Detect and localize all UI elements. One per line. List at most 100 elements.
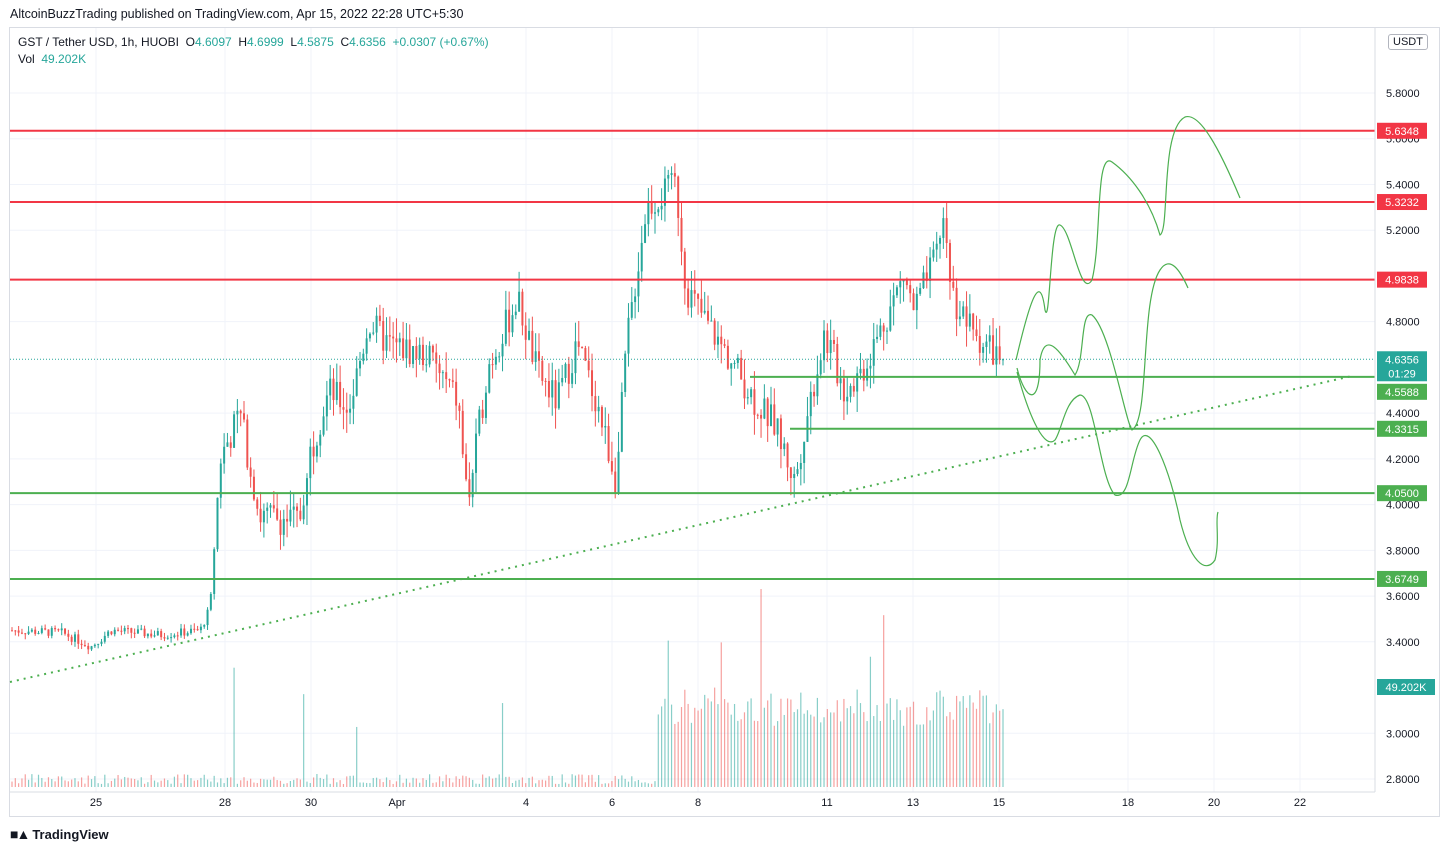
volume-bar [803, 713, 805, 787]
volume-bar [505, 776, 507, 787]
candle-body [156, 631, 159, 636]
candle-body [163, 637, 166, 639]
candle-body [279, 519, 282, 535]
volume-bar [972, 702, 974, 787]
candle-body [577, 341, 580, 347]
chart-frame[interactable] [9, 27, 1440, 817]
candle-body [355, 368, 358, 396]
candle-body [209, 594, 212, 610]
candle-body [431, 345, 434, 353]
candle-body [846, 396, 849, 402]
volume-bar [568, 783, 570, 787]
volume-bar [448, 778, 451, 787]
volume-bar [548, 775, 550, 787]
volume-bar [160, 780, 162, 787]
volume-bar [899, 710, 901, 787]
candle-body [17, 630, 20, 633]
volume-bar [720, 642, 722, 787]
volume-bar [193, 780, 195, 787]
candle-body [912, 293, 915, 311]
candle-body [438, 363, 441, 374]
volume-bar [770, 693, 772, 787]
freehand-projection-path [1016, 371, 1219, 567]
brand-footer[interactable]: ■▲ TradingView [10, 826, 109, 842]
x-tick-label: 28 [219, 797, 231, 809]
candle-body [309, 446, 312, 479]
level-badge [1377, 194, 1427, 211]
volume-bar [303, 694, 305, 787]
candle-body [862, 368, 865, 381]
candle-body [103, 635, 106, 642]
candle-body [733, 362, 736, 364]
volume-bar [843, 698, 845, 787]
candle-body [899, 281, 902, 288]
last-price-label: 4.6356 [1385, 354, 1419, 366]
volume-bar [853, 713, 855, 787]
candle-body [826, 330, 829, 354]
candle-body [736, 357, 739, 363]
candle-body [610, 461, 613, 472]
candle-body [256, 499, 259, 509]
candle-body [315, 445, 318, 457]
low-label: L [290, 35, 298, 49]
last-price-badge [1377, 351, 1427, 382]
candle-body [70, 636, 73, 642]
volume-bar [226, 777, 229, 787]
candle-body [481, 409, 484, 418]
candle-body [617, 451, 620, 493]
freehand-projection-path [1016, 263, 1189, 431]
candle-body [233, 414, 236, 448]
volume-bar [253, 782, 255, 787]
candle-body [809, 391, 812, 417]
currency-button[interactable]: USDT [1388, 34, 1428, 50]
volume-bar [621, 775, 623, 787]
volume-bar [902, 725, 905, 787]
candle-body [895, 287, 898, 296]
candle-body [335, 381, 338, 401]
volume-bar [614, 775, 616, 787]
candle-body [796, 469, 799, 474]
volume-bar [124, 776, 126, 787]
candle-body [259, 508, 262, 523]
candle-body [710, 320, 713, 322]
candle-body [852, 385, 855, 392]
volume-bar [273, 776, 275, 787]
x-tick-label: 13 [907, 797, 919, 809]
volume-bar [965, 707, 968, 787]
x-tick-label: 20 [1208, 797, 1220, 809]
candle-body [557, 382, 560, 409]
candle-body [607, 426, 610, 462]
volume-bar [110, 780, 113, 787]
candle-body [325, 395, 328, 417]
volume-bar [283, 783, 285, 787]
volume-bar [594, 781, 596, 787]
y-tick-label: 4.8000 [1386, 317, 1420, 329]
candle-body [64, 628, 67, 634]
volume-bar [714, 687, 716, 787]
volume-bar [863, 712, 865, 787]
volume-bar [130, 778, 132, 787]
volume-bar [670, 704, 673, 787]
candle-body [133, 632, 136, 634]
candle-body [743, 379, 746, 399]
candle-body [143, 628, 146, 637]
volume-bar [392, 783, 394, 787]
candle-body [30, 629, 33, 632]
candle-body [428, 345, 431, 365]
volume-bar [293, 779, 295, 787]
candle-body [276, 508, 279, 520]
volume-bar [21, 778, 23, 787]
volume-bar [372, 777, 374, 787]
volume-bar [276, 780, 278, 787]
candle-body [243, 413, 246, 420]
volume-bar [535, 783, 537, 787]
candle-body [312, 446, 315, 457]
candle-body [405, 339, 408, 359]
volume-bar [187, 774, 189, 787]
volume-bar [422, 778, 424, 787]
volume-bar [773, 725, 775, 787]
volume-bar [823, 717, 825, 787]
candle-body [594, 396, 597, 412]
volume-bar [777, 721, 779, 787]
